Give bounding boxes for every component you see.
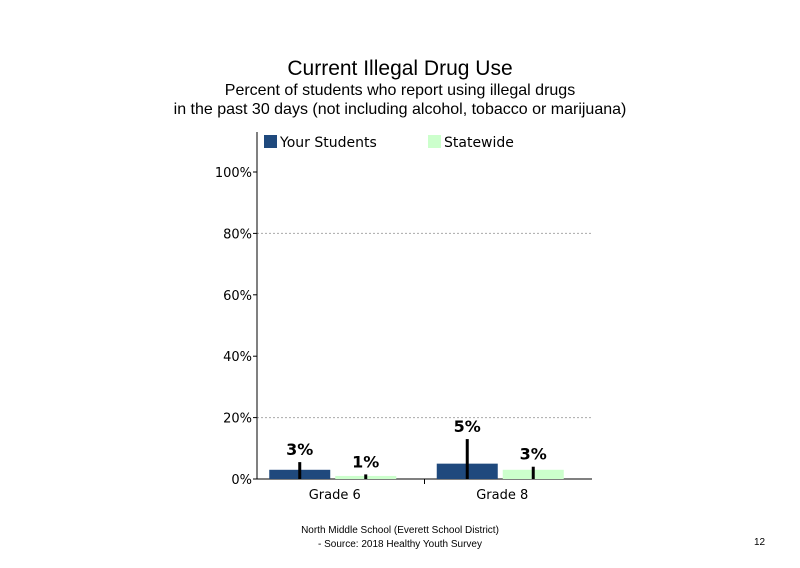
legend-label: Your Students: [279, 135, 377, 151]
chart-subtitle-line-2: in the past 30 days (not including alcoh…: [173, 101, 627, 118]
y-tick-label: 80%: [223, 227, 252, 242]
legend-label: Statewide: [444, 135, 514, 151]
y-tick-label: 60%: [223, 289, 252, 304]
footer-school: North Middle School (Everett School Dist…: [301, 525, 499, 536]
y-tick-label: 20%: [223, 412, 252, 427]
data-label: 5%: [454, 417, 481, 436]
x-tick-label: Grade 6: [309, 488, 361, 503]
page-number: 12: [754, 537, 766, 548]
legend-swatch: [264, 135, 277, 148]
data-label: 3%: [520, 445, 547, 464]
y-tick-label: 100%: [215, 166, 252, 181]
y-tick-label: 0%: [231, 473, 252, 488]
chart-subtitle-line-1: Percent of students who report using ill…: [224, 82, 576, 99]
y-tick-label: 40%: [223, 350, 252, 365]
legend-swatch: [428, 135, 441, 148]
data-label: 3%: [286, 440, 313, 459]
chart-title: Current Illegal Drug Use: [287, 57, 513, 80]
data-label: 1%: [352, 452, 379, 471]
footer-source: - Source: 2018 Healthy Youth Survey: [318, 539, 482, 550]
x-tick-label: Grade 8: [476, 488, 528, 503]
